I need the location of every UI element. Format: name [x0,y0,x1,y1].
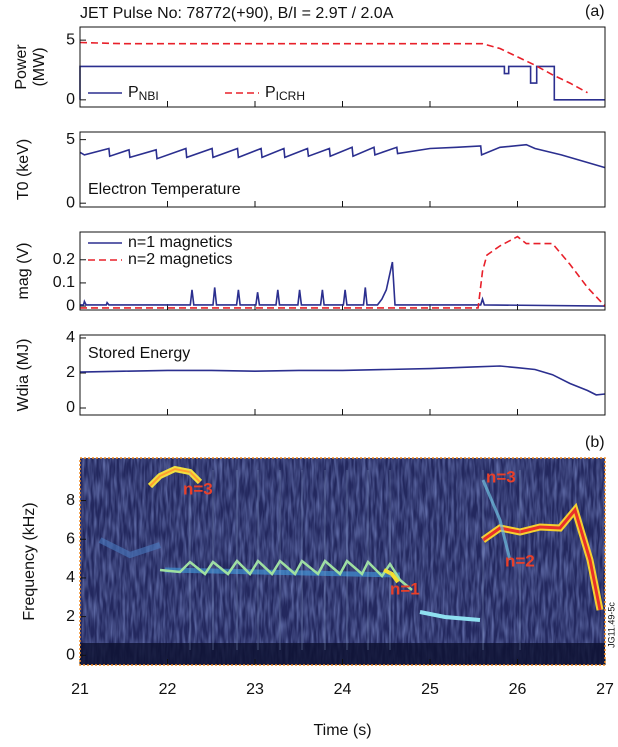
y-tick-label: 5 [66,31,75,48]
legend-label: PNBI [128,84,159,103]
panel-label: (a) [585,3,605,20]
mode-label: n=1 [390,579,420,598]
y-axis-label: Frequency (kHz) [21,502,38,620]
data-line [79,65,605,101]
y-axis-label: mag (V) [15,243,32,300]
data-line [79,41,588,94]
y-tick-label: 0 [66,194,75,211]
x-tick-label: 27 [596,681,614,698]
x-tick-label: 24 [334,681,352,698]
x-axis-label: Time (s) [313,722,371,739]
mode-label: n=3 [183,479,213,498]
mode-label: n=3 [486,467,516,486]
y-tick-label: 0 [66,91,75,108]
y-tick-label: 0 [66,297,75,314]
data-line [80,235,606,309]
x-tick-label: 23 [246,681,264,698]
data-line [80,261,606,307]
y-tick-label: 0.2 [53,251,75,268]
y-axis-label: (MW) [31,47,48,86]
plot-frame [79,457,606,666]
data-line [79,365,606,396]
legend-label: PICRH [265,84,305,103]
spectrogram-image [80,458,605,665]
y-tick-label: 4 [66,569,75,586]
plot-frame [79,334,606,416]
x-tick-label: 22 [159,681,177,698]
mode-label: n=2 [505,551,535,570]
y-tick-label: 6 [66,530,75,547]
panel-label: (b) [585,434,605,451]
legend-label: n=2 magnetics [128,251,233,268]
y-tick-label: 2 [66,364,75,381]
x-tick-label: 21 [71,681,89,698]
y-tick-label: 0.1 [53,274,75,291]
plot-frame [79,131,606,208]
y-tick-label: 0 [66,647,75,664]
y-tick-label: 8 [66,492,75,509]
y-axis-label: Power [13,44,30,90]
annotation: Stored Energy [88,345,190,362]
credit: JG11.49-5c [606,602,616,648]
y-tick-label: 0 [66,399,75,416]
y-tick-label: 4 [66,329,75,346]
y-axis-label: Wdia (MJ) [15,339,32,412]
chart-title: JET Pulse No: 78772(+90), B/I = 2.9T / 2… [80,5,394,22]
y-tick-label: 5 [66,131,75,148]
x-tick-label: 26 [509,681,527,698]
y-tick-label: 2 [66,608,75,625]
y-axis-label: T0 (keV) [15,139,32,200]
legend-label: n=1 magnetics [128,234,233,251]
plot-frame [79,26,606,108]
x-tick-label: 25 [421,681,439,698]
annotation: Electron Temperature [88,181,241,198]
data-line [79,143,606,169]
plot-frame [79,231,606,311]
